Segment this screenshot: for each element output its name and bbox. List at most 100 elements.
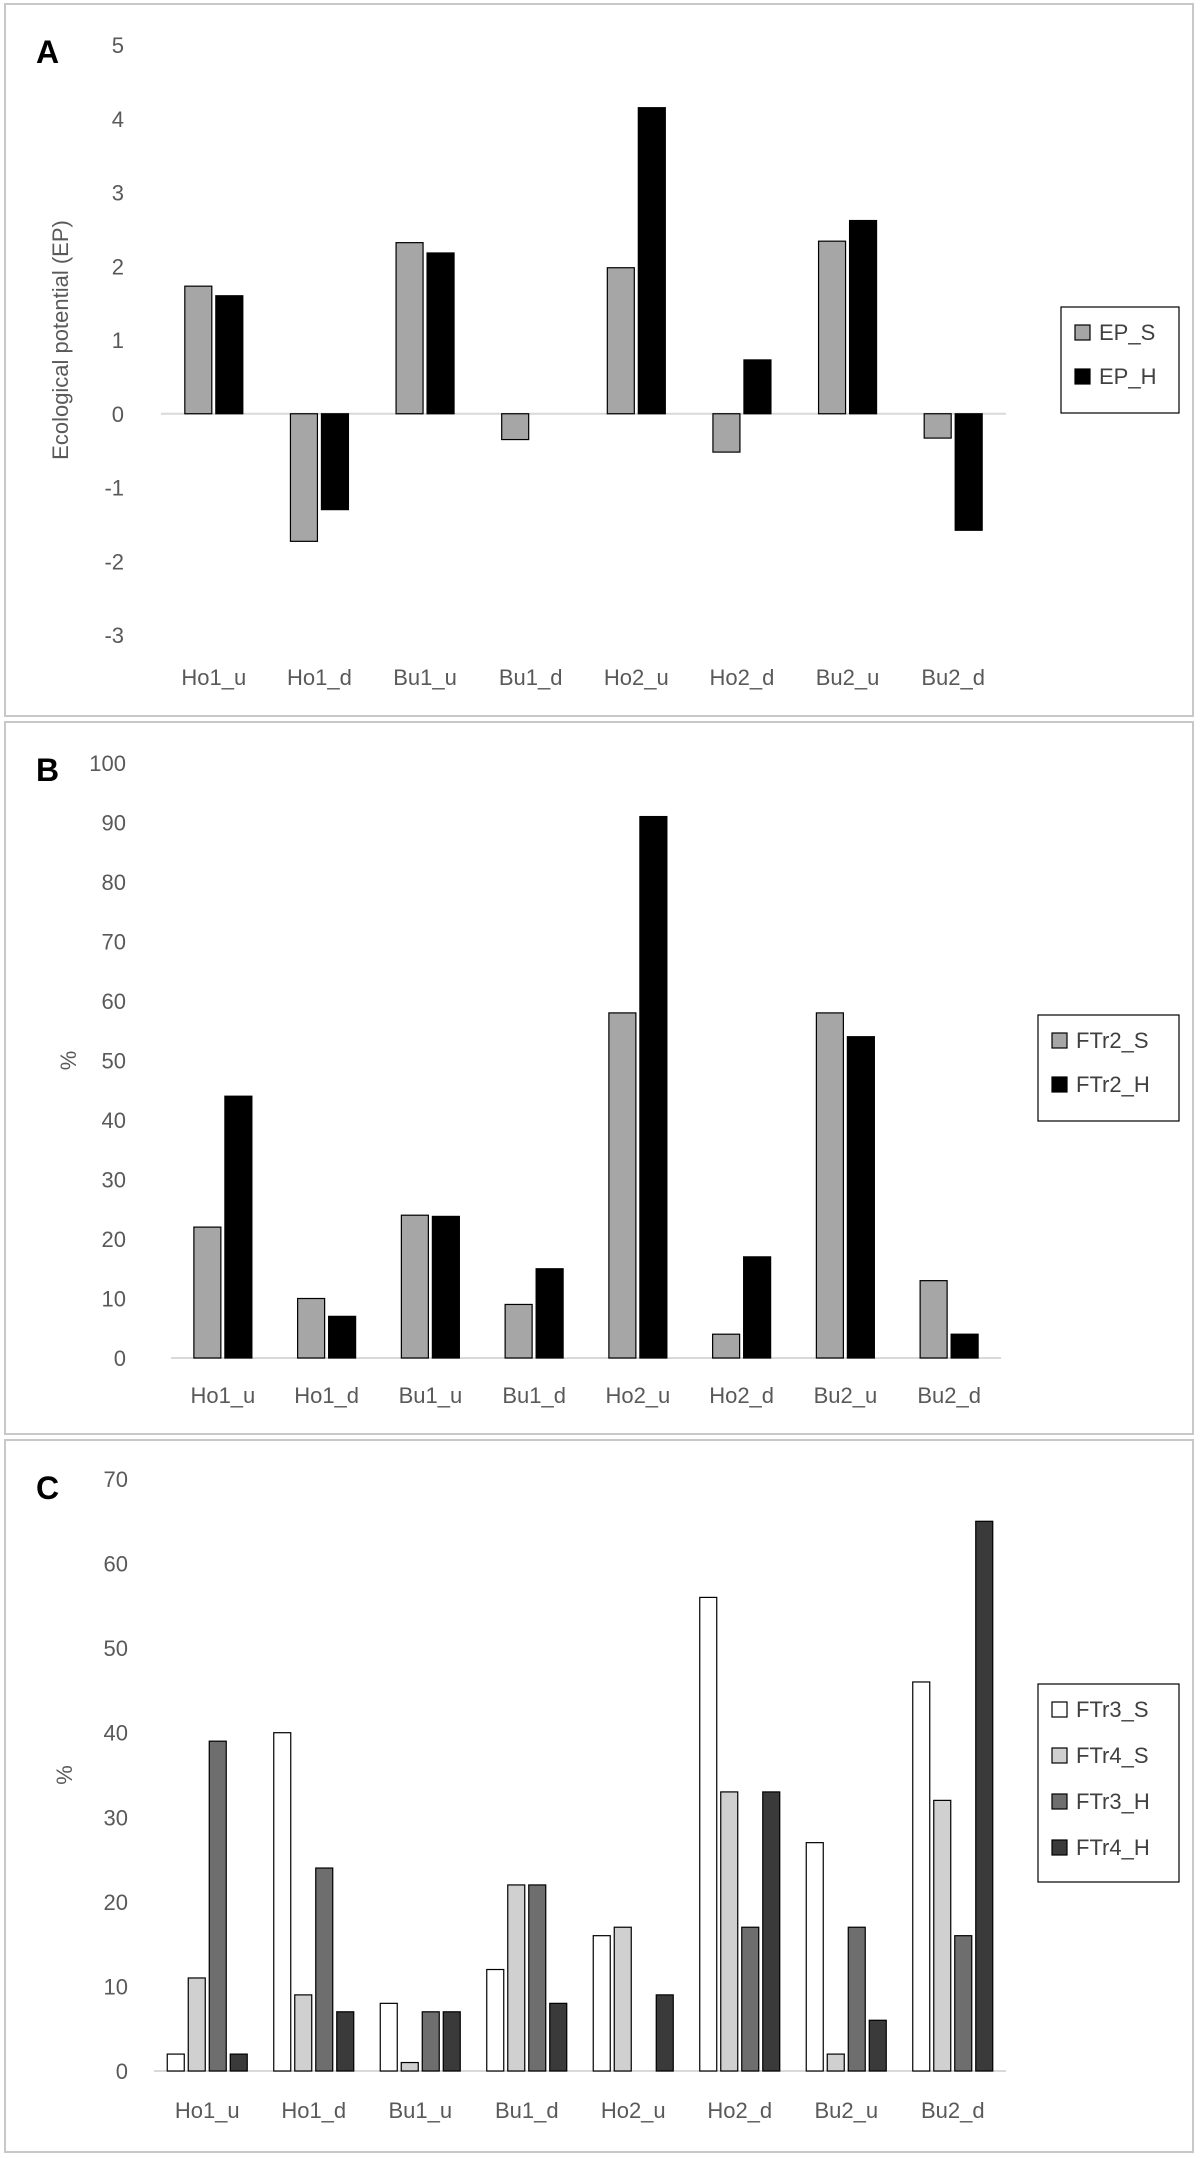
bar-ftr4-h: [868, 2019, 887, 2072]
y-tick-label: 0: [116, 2059, 128, 2084]
x-tick-label: Bu1_u: [388, 2098, 452, 2123]
x-tick-label: Bu1_d: [499, 665, 563, 690]
bar-ep-h: [848, 219, 878, 415]
x-tick-label: Ho2_d: [707, 2098, 772, 2123]
y-tick-label: 100: [89, 751, 126, 776]
y-tick-label: -1: [104, 476, 124, 501]
bar-ep-s: [606, 267, 635, 415]
panel-c: C 70 60 50 40 30 20 10 0% Ho1_u Ho1_d Bu1_u Bu1_d Ho2…: [4, 1439, 1194, 2153]
x-tick-label: Bu2_u: [814, 2098, 878, 2123]
legend-label: FTr3_S: [1076, 1697, 1149, 1722]
bar-ftr2-h: [224, 1095, 253, 1359]
legend-label: EP_H: [1099, 364, 1156, 389]
bar-ftr2-h: [328, 1315, 357, 1359]
y-tick-label: 4: [112, 107, 124, 132]
x-tick-label: Ho2_d: [710, 665, 775, 690]
bar-ftr2-h: [431, 1215, 460, 1359]
bar-ftr4-h: [975, 1520, 994, 2072]
bar-ep-h: [954, 413, 983, 531]
x-tick-label: Ho2_u: [604, 665, 669, 690]
chart-c: C 70 60 50 40 30 20 10 0% Ho1_u Ho1_d Bu1_u Bu1_d Ho2…: [36, 1467, 1180, 2123]
legend-label: FTr2_S: [1076, 1028, 1149, 1053]
y-tick-label: 90: [102, 811, 126, 836]
legend-swatch: [1051, 1701, 1068, 1718]
legend-swatch: [1074, 368, 1091, 385]
bar-ftr3-h: [315, 1867, 334, 2072]
x-tick-label: Ho1_d: [281, 2098, 346, 2123]
bar-ftr3-s: [166, 2053, 185, 2072]
y-tick-label: 70: [104, 1467, 128, 1492]
bar-ftr2-s: [712, 1333, 741, 1359]
bar-ftr4-s: [400, 2061, 419, 2072]
y-tick-label: 0: [114, 1346, 126, 1371]
bar-ep-h: [743, 359, 772, 415]
y-tick-label: 40: [104, 1721, 128, 1746]
x-tick-label: Ho2_u: [601, 2098, 666, 2123]
bar-ftr4-s: [826, 2053, 845, 2072]
y-tick-label: 0: [112, 402, 124, 427]
bar-ep-s: [712, 413, 741, 453]
bar-ftr2-s: [608, 1012, 637, 1359]
bar-ep-h: [637, 107, 666, 415]
legend-swatch: [1051, 1032, 1068, 1049]
y-tick-label: 3: [112, 181, 124, 206]
x-tick-label: Bu1_u: [393, 665, 457, 690]
x-tick-label: Bu2_d: [921, 2098, 985, 2123]
x-tick-label: Bu2_d: [917, 1383, 981, 1408]
y-tick-label: 2: [112, 254, 124, 279]
y-tick-label: 30: [104, 1805, 128, 1830]
y-tick-label: 60: [102, 989, 126, 1014]
bar-ftr4-h: [336, 2011, 355, 2072]
legend-swatch: [1051, 1076, 1068, 1093]
bar-ep-s: [289, 413, 319, 542]
legend-label: FTr4_H: [1076, 1835, 1150, 1860]
x-tick-label: Ho2_u: [605, 1383, 670, 1408]
bar-ftr3-h: [208, 1740, 227, 2072]
y-tick-label: 50: [102, 1049, 126, 1074]
bar-ftr2-s: [297, 1297, 326, 1359]
y-axis-label: %: [56, 1051, 81, 1071]
legend-label: FTr2_H: [1076, 1072, 1150, 1097]
panel-b: B 100 90 80 70 60 50 40 30 20 10 0% Ho1_u Ho1_d Bu1_u B…: [4, 721, 1194, 1435]
y-tick-label: 60: [104, 1552, 128, 1577]
chart-a: A 5 4 3 2 1 0 -1 -2 -3 Ecological potential (EP) Ho…: [36, 33, 1180, 690]
x-tick-label: Ho1_d: [287, 665, 352, 690]
x-tick-label: Ho2_d: [709, 1383, 774, 1408]
y-tick-label: 40: [102, 1108, 126, 1133]
legend-swatch: [1074, 324, 1091, 341]
panel-label: C: [36, 1470, 59, 1506]
x-tick-label: Bu1_d: [495, 2098, 559, 2123]
legend-label: EP_S: [1099, 320, 1155, 345]
bar-ftr4-h: [442, 2011, 461, 2072]
x-tick-label: Bu2_u: [814, 1383, 878, 1408]
bar-ep-s: [395, 242, 424, 415]
y-tick-label: 50: [104, 1636, 128, 1661]
y-tick-label: 30: [102, 1168, 126, 1193]
bar-ep-s: [817, 240, 847, 415]
y-tick-label: 10: [102, 1287, 126, 1312]
y-tick-label: 5: [112, 33, 124, 58]
bar-ftr2-s: [504, 1303, 533, 1359]
x-tick-label: Ho1_u: [181, 665, 246, 690]
bar-ep-h: [426, 252, 455, 415]
bar-ftr3-s: [379, 2002, 398, 2072]
bar-ftr4-h: [229, 2053, 248, 2072]
bar-ftr4-s: [933, 1799, 952, 2072]
legend-label: FTr3_H: [1076, 1789, 1150, 1814]
bar-ftr2-h: [743, 1256, 772, 1359]
panel-label: A: [36, 34, 59, 70]
bar-ftr3-s: [486, 1968, 505, 2072]
legend-swatch: [1051, 1747, 1068, 1764]
legend-swatch: [1051, 1793, 1068, 1810]
x-tick-label: Bu2_d: [921, 665, 985, 690]
bar-ftr3-h: [741, 1926, 760, 2072]
bar-ep-h: [215, 295, 244, 415]
bar-ftr4-s: [507, 1884, 526, 2072]
x-tick-label: Ho1_u: [190, 1383, 255, 1408]
y-tick-label: 1: [112, 328, 124, 353]
y-tick-label: 70: [102, 930, 126, 955]
bar-ftr3-s: [699, 1596, 718, 2072]
bar-ep-s: [184, 285, 213, 415]
x-tick-label: Ho1_u: [175, 2098, 240, 2123]
